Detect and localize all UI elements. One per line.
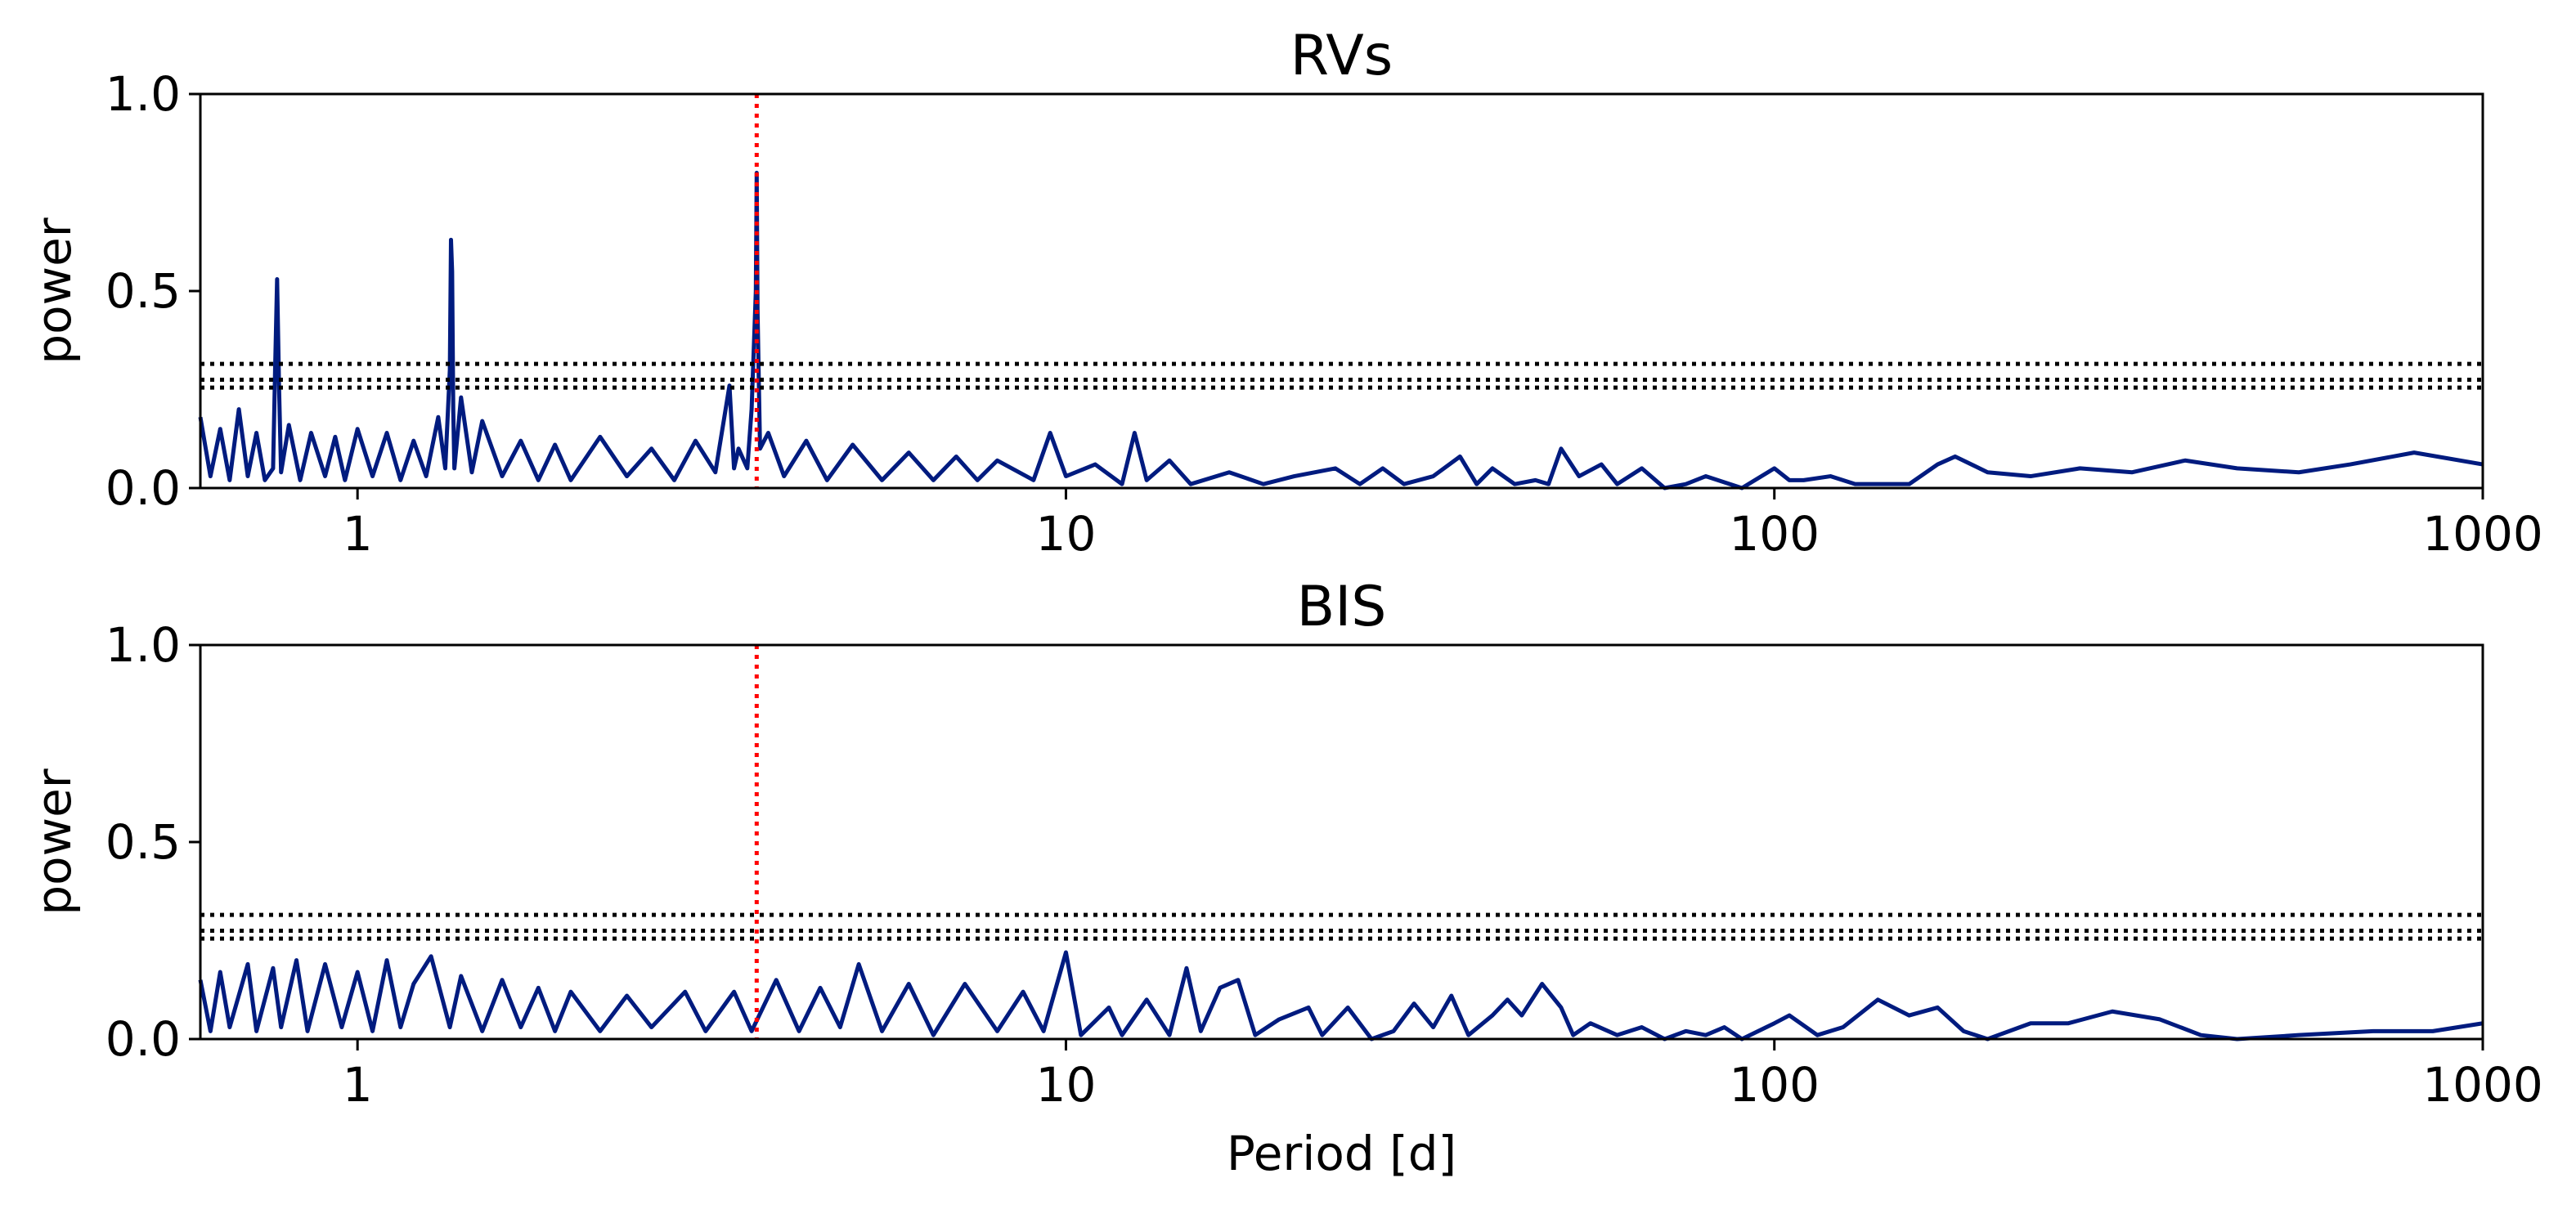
y-tick-label: 0.5 bbox=[105, 814, 181, 870]
series-line bbox=[198, 170, 2484, 491]
chart-title: BIS bbox=[1297, 575, 1387, 639]
y-tick-label: 0.0 bbox=[105, 460, 181, 516]
x-tick-label: 100 bbox=[1729, 1057, 1820, 1113]
axes-frame bbox=[199, 643, 2484, 1041]
x-tick-label: 10 bbox=[1036, 506, 1097, 562]
y-axis-label: power bbox=[26, 217, 82, 364]
y-tick-label: 0.5 bbox=[105, 263, 181, 319]
y-tick-label: 1.0 bbox=[105, 617, 181, 673]
series-line bbox=[198, 950, 2484, 1041]
x-tick-label: 10 bbox=[1036, 1057, 1097, 1113]
x-tick-label: 100 bbox=[1729, 506, 1820, 562]
x-tick-label: 1 bbox=[343, 506, 373, 562]
y-axis-label: power bbox=[26, 768, 82, 915]
x-tick-label: 1000 bbox=[2422, 506, 2543, 562]
x-tick-label: 1 bbox=[343, 1057, 373, 1113]
x-tick-label: 1000 bbox=[2422, 1057, 2543, 1113]
chart-title: RVs bbox=[1290, 24, 1393, 88]
x-axis-label: Period [d] bbox=[1227, 1126, 1456, 1181]
y-tick-label: 1.0 bbox=[105, 66, 181, 122]
axes-frame bbox=[199, 92, 2484, 490]
y-tick-label: 0.0 bbox=[105, 1011, 181, 1067]
